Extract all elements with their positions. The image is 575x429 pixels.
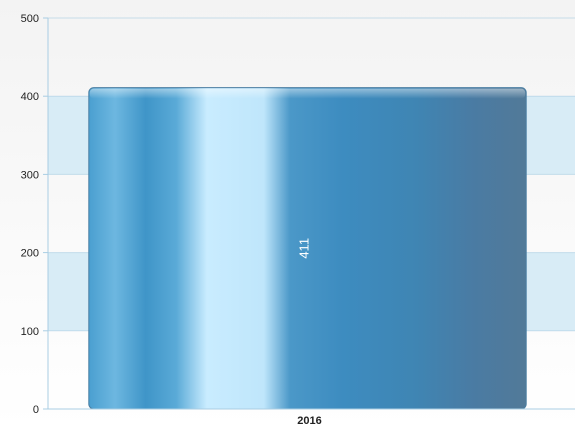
y-tick-label: 200 [21,248,39,260]
y-tick-label: 300 [21,169,39,181]
y-tick-label: 400 [21,91,39,103]
x-category-label: 2016 [297,415,321,427]
bar-highlight [89,88,526,99]
y-tick-label: 0 [33,404,39,416]
axes [43,17,575,410]
bar-data-label: 411 [297,238,312,259]
y-tick-label: 100 [21,326,39,338]
bars [88,87,527,410]
y-tick-label: 500 [21,13,39,25]
labels: 0 100 200 300 400 500 411 2016 [21,13,322,427]
